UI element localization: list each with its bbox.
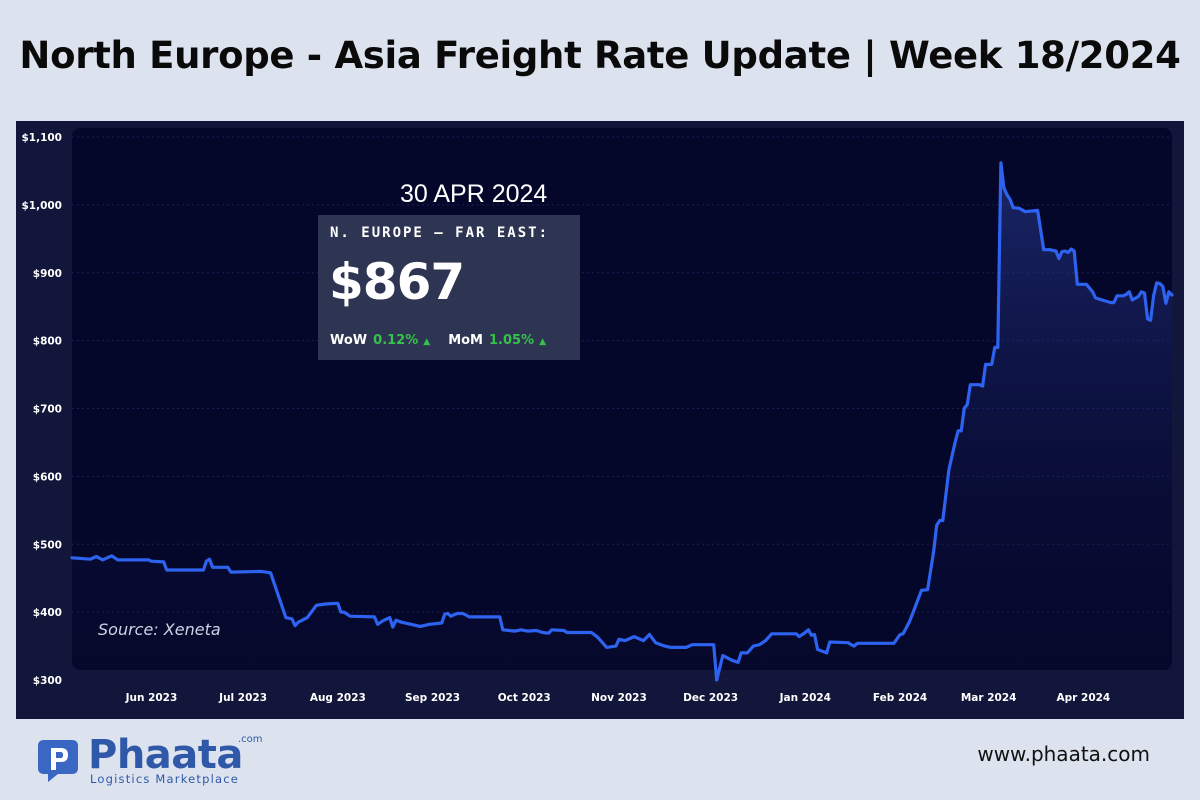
series-area-fill — [72, 162, 1172, 681]
x-tick-label: Nov 2023 — [591, 692, 647, 704]
brand-name: Phaata — [88, 732, 243, 778]
y-tick-label: $700 — [33, 404, 62, 416]
source-label: Source: Xeneta — [98, 620, 221, 639]
x-tick-label: Feb 2024 — [873, 692, 927, 704]
y-tick-label: $600 — [33, 471, 62, 483]
x-tick-label: Mar 2024 — [961, 692, 1017, 704]
x-tick-label: Aug 2023 — [310, 692, 366, 704]
website-link[interactable]: www.phaata.com — [977, 742, 1150, 766]
x-tick-label: Dec 2023 — [683, 692, 738, 704]
y-tick-label: $300 — [33, 675, 62, 687]
area-fill-layer — [72, 162, 1172, 681]
route-label: N. EUROPE – FAR EAST: — [330, 225, 550, 241]
y-tick-label: $1,000 — [21, 200, 62, 212]
y-tick-label: $500 — [33, 539, 62, 551]
brand-suffix: .com — [238, 734, 263, 745]
y-tick-label: $400 — [33, 607, 62, 619]
brand-p-mark-icon — [38, 740, 78, 782]
wow-up-arrow-icon: ▲ — [423, 337, 431, 347]
brand-tagline: Logistics Marketplace — [90, 772, 240, 786]
x-tick-label: Jun 2023 — [125, 692, 178, 704]
mom-label: MoM — [448, 333, 483, 348]
x-tick-label: Jan 2024 — [779, 692, 831, 704]
y-tick-label: $900 — [33, 268, 62, 280]
wow-value: 0.12% — [373, 333, 419, 348]
x-axis: Jun 2023 Jul 2023 Aug 2023 Sep 2023 Oct 2023… — [125, 692, 1111, 704]
annotation-date: 30 APR 2024 — [400, 180, 548, 208]
rate-value: $867 — [329, 253, 465, 311]
series-line — [70, 161, 1174, 682]
y-tick-label: $800 — [33, 336, 62, 348]
brand-logo: Phaata .com Logistics Marketplace — [36, 732, 266, 790]
x-tick-label: Sep 2023 — [405, 692, 460, 704]
y-tick-label: $1,100 — [21, 132, 62, 144]
y-axis: $300 $400 $500 $600 $700 $800 $900 $1,000 $1,100 — [21, 132, 62, 687]
wow-label: WoW — [330, 333, 368, 348]
mom-value: 1.05% — [489, 333, 535, 348]
x-tick-label: Oct 2023 — [498, 692, 551, 704]
series-line-layer — [70, 161, 1174, 682]
x-tick-label: Jul 2023 — [218, 692, 267, 704]
page-title: North Europe - Asia Freight Rate Update … — [19, 34, 1181, 77]
rate-card: N. EUROPE – FAR EAST: $867 WoW 0.12% ▲ MoM 1… — [318, 215, 580, 360]
x-tick-label: Apr 2024 — [1057, 692, 1111, 704]
mom-up-arrow-icon: ▲ — [539, 337, 547, 347]
change-row: WoW 0.12% ▲ MoM 1.05% ▲ — [330, 333, 564, 348]
